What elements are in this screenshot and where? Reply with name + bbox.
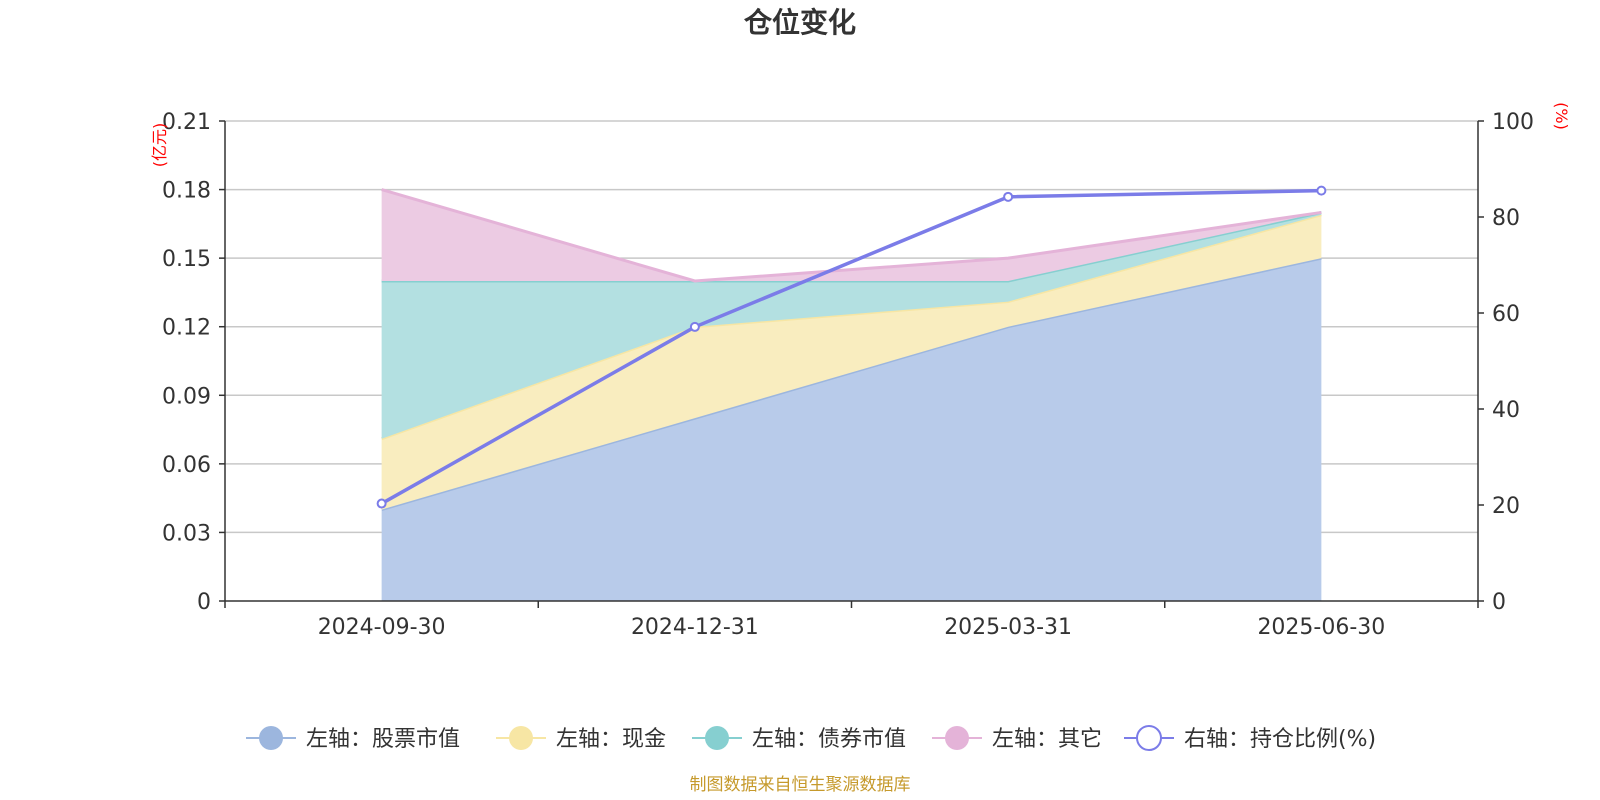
line-point xyxy=(1316,185,1327,196)
legend-marker xyxy=(705,726,729,750)
legend-marker xyxy=(945,726,969,750)
right-tick-label: 60 xyxy=(1492,302,1520,327)
right-axis-unit: (%) xyxy=(1552,102,1571,130)
left-tick-label: 0.21 xyxy=(162,110,211,135)
footer-source: 制图数据来自恒生聚源数据库 xyxy=(690,775,911,795)
legend-label: 左轴：其它 xyxy=(992,727,1102,752)
line-point xyxy=(376,498,387,509)
right-tick-label: 80 xyxy=(1492,206,1520,231)
left-tick-label: 0.09 xyxy=(162,384,211,409)
chart-title: 仓位变化 xyxy=(744,6,856,39)
left-tick-label: 0.12 xyxy=(162,316,211,341)
axes: 0 0.03 0.06 0.09 0.12 0.15 0.18 0.21 0 20 40 60 80 10… xyxy=(162,110,1534,640)
legend-label: 左轴：现金 xyxy=(556,727,666,752)
line-point xyxy=(689,321,700,332)
area-edge-左轴：其它 xyxy=(381,188,1322,283)
left-tick-label: 0.03 xyxy=(162,521,211,546)
left-tick-label: 0.06 xyxy=(162,453,211,478)
legend-label: 左轴：股票市值 xyxy=(306,727,460,752)
area-左轴：现金 xyxy=(381,214,1322,510)
x-tick-label: 2025-03-31 xyxy=(944,615,1072,640)
line-point xyxy=(1003,191,1014,202)
left-tick-label: 0 xyxy=(197,590,211,615)
stacked-areas xyxy=(381,188,1322,601)
legend-label: 左轴：债券市值 xyxy=(752,727,906,752)
legend-marker xyxy=(1136,725,1162,751)
ratio-line xyxy=(376,185,1327,509)
right-tick-label: 0 xyxy=(1492,590,1506,615)
left-axis-unit: (亿元) xyxy=(150,123,169,168)
x-tick-label: 2024-09-30 xyxy=(318,615,446,640)
right-tick-label: 40 xyxy=(1492,398,1520,423)
legend-label: 右轴：持仓比例(%) xyxy=(1184,727,1376,752)
legend-marker xyxy=(259,726,283,750)
area-左轴：股票市值 xyxy=(381,258,1322,601)
area-左轴：债券市值 xyxy=(381,212,1322,439)
legend-marker xyxy=(509,726,533,750)
right-tick-label: 100 xyxy=(1492,110,1534,135)
legend: 左轴：股票市值 左轴：现金 左轴：债券市值 左轴：其它 右轴：持仓比例(%) xyxy=(246,725,1376,752)
line-右轴：持仓比例(%) xyxy=(380,188,1322,506)
x-tick-label: 2025-06-30 xyxy=(1257,615,1385,640)
right-tick-label: 20 xyxy=(1492,494,1520,519)
x-tick-label: 2024-12-31 xyxy=(631,615,759,640)
left-tick-label: 0.18 xyxy=(162,179,211,204)
left-tick-label: 0.15 xyxy=(162,247,211,272)
